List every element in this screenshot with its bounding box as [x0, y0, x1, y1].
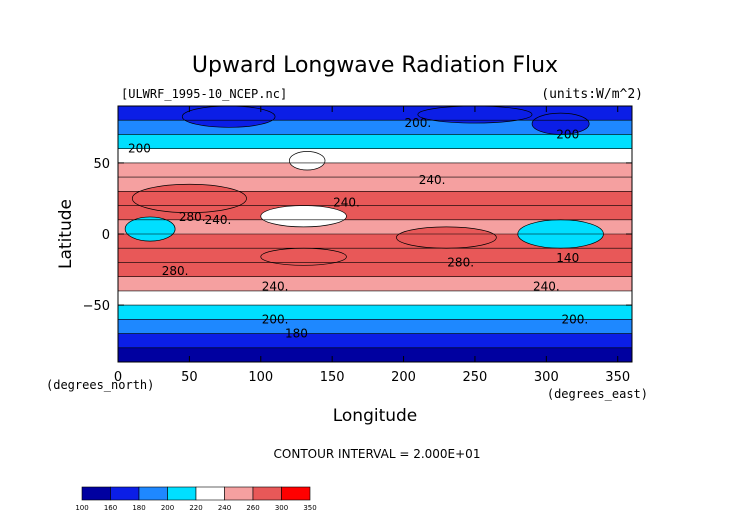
- colorbar-label: 200: [161, 504, 174, 512]
- colorbar-swatch: [110, 486, 140, 501]
- contour-label: 240.: [262, 280, 289, 294]
- y-axis-unit: (degrees_north): [46, 378, 154, 392]
- x-tick-label: 0: [114, 370, 122, 385]
- contour-label: 140: [556, 251, 579, 265]
- colorbar-swatch: [138, 486, 168, 501]
- contour-label: 280.: [179, 210, 206, 224]
- x-tick-label: 300: [534, 370, 559, 385]
- field-band: [118, 319, 632, 335]
- field-feature: [288, 151, 326, 171]
- colorbar-swatch: [167, 486, 197, 501]
- colorbar-label: 160: [104, 504, 117, 512]
- field-feature: [396, 226, 497, 249]
- y-tick-label: 0: [102, 228, 110, 243]
- colorbar-label: 300: [275, 504, 288, 512]
- field-band: [118, 305, 632, 320]
- field-band: [118, 162, 632, 178]
- contour-label: 200: [128, 142, 151, 156]
- field-feature: [124, 216, 176, 242]
- field-feature: [131, 183, 247, 214]
- chart-title: Upward Longwave Radiation Flux: [192, 53, 558, 78]
- radiation-field: [118, 105, 632, 363]
- contour-label: 240.: [333, 196, 360, 210]
- field-band: [118, 219, 632, 235]
- contour-label: 200.: [404, 116, 431, 130]
- contour-label: 200.: [262, 312, 289, 326]
- colorbar-label: 260: [246, 504, 259, 512]
- contour-label: 280.: [447, 255, 474, 269]
- x-tick-label: 150: [320, 370, 345, 385]
- x-tick-label: 250: [463, 370, 488, 385]
- y-tick-label: −50: [83, 299, 110, 314]
- contour-label: 180: [285, 327, 308, 341]
- y-tick-label: 50: [93, 157, 110, 172]
- x-axis-label: Longitude: [333, 406, 418, 426]
- x-tick-label: 50: [181, 370, 198, 385]
- field-band: [118, 248, 632, 263]
- colorbar-swatch: [81, 486, 111, 501]
- field-band: [118, 290, 632, 306]
- field-band: [118, 276, 632, 292]
- contour-label: 200: [556, 127, 579, 141]
- colorbar-label: 220: [189, 504, 202, 512]
- contour-label: 240.: [205, 213, 232, 227]
- contour-label: 240.: [533, 280, 560, 294]
- y-axis-label: Latitude: [56, 199, 76, 269]
- field-band: [118, 347, 632, 363]
- colorbar-swatch: [195, 486, 225, 501]
- field-band: [118, 148, 632, 164]
- colorbar: 100 160 180 200 220 240 260 300 350: [75, 486, 317, 512]
- contour-label: 200.: [562, 312, 589, 326]
- field-band: [118, 262, 632, 278]
- field-band: [118, 134, 632, 150]
- colorbar-swatch: [224, 486, 254, 501]
- colorbar-swatch: [281, 486, 311, 501]
- x-axis-unit: (degrees_east): [547, 387, 648, 401]
- contour-label: 280.: [162, 264, 189, 278]
- field-band: [118, 333, 632, 349]
- field-band: [118, 234, 632, 249]
- colorbar-label: 240: [218, 504, 231, 512]
- contour-label: 240.: [419, 173, 446, 187]
- field-band: [118, 191, 632, 207]
- x-tick-label: 100: [248, 370, 273, 385]
- axes: 0 50 100 150 200 250 300 350 50 0 −50: [83, 106, 632, 385]
- field-band: [118, 177, 632, 192]
- colorbar-label: 350: [303, 504, 316, 512]
- units-label: (units:W/m^2): [541, 87, 643, 102]
- x-tick-label: 350: [605, 370, 630, 385]
- contour-interval-text: CONTOUR INTERVAL = 2.000E+01: [274, 447, 481, 461]
- colorbar-label: 100: [75, 504, 88, 512]
- source-file-label: [ULWRF_1995-10_NCEP.nc]: [121, 87, 287, 101]
- x-tick-label: 200: [391, 370, 416, 385]
- colorbar-swatch: [252, 486, 282, 501]
- colorbar-label: 180: [132, 504, 145, 512]
- field-band: [118, 205, 632, 221]
